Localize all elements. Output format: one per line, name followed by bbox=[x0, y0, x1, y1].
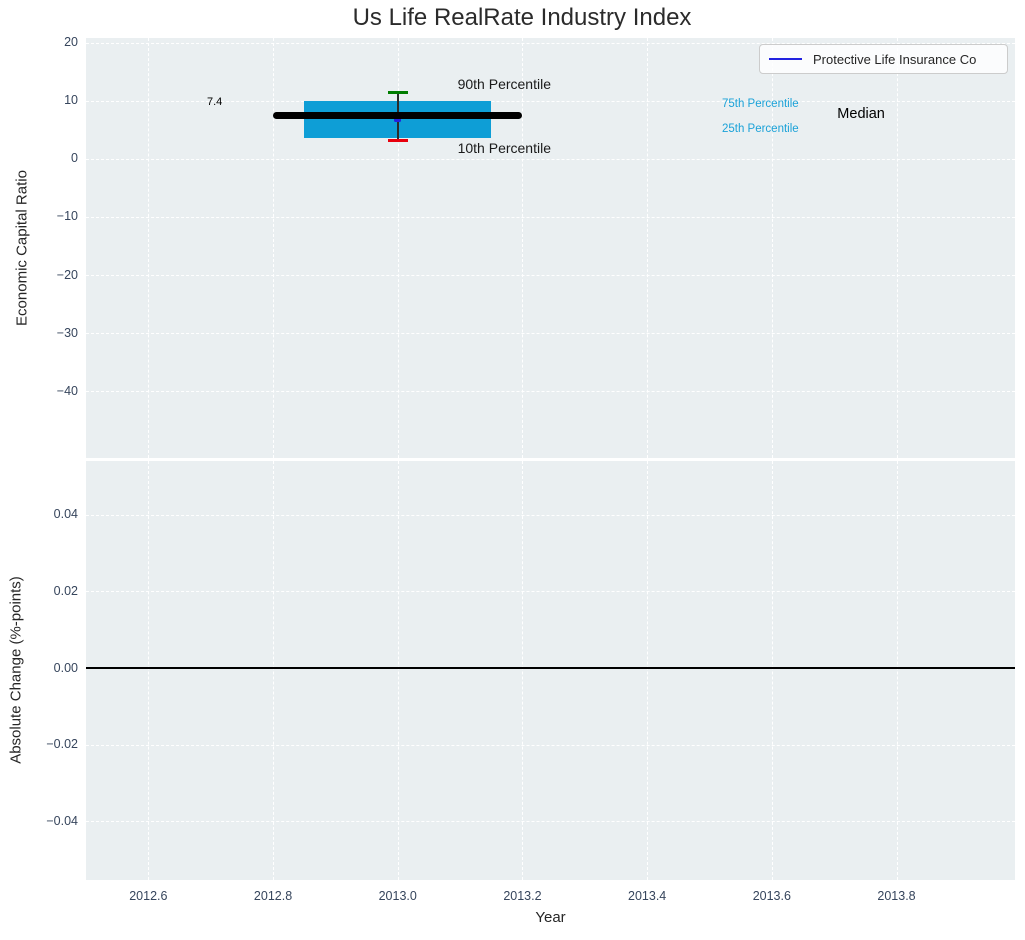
y-tick-label: −40 bbox=[56, 383, 78, 398]
y-tick-label: 20 bbox=[64, 35, 78, 50]
x-tick-label: 2013.0 bbox=[378, 889, 417, 903]
x-tick-label: 2013.4 bbox=[628, 889, 667, 903]
y-tick-label: 10 bbox=[64, 93, 78, 108]
gridline-vertical bbox=[896, 38, 898, 458]
gridline-vertical bbox=[771, 38, 773, 458]
gridline-vertical bbox=[647, 461, 649, 880]
y-tick-label: −0.04 bbox=[46, 813, 78, 828]
gridline-vertical bbox=[522, 38, 524, 458]
x-tick-label: 2012.8 bbox=[253, 889, 293, 903]
gridline-horizontal bbox=[86, 391, 1015, 393]
gridline-horizontal bbox=[86, 275, 1015, 276]
axes-economic-capital-ratio: 7.4 90th Percentile 10th Percentile 75th Pe… bbox=[86, 38, 1015, 458]
gridline-horizontal bbox=[86, 514, 1015, 516]
gridline-vertical bbox=[896, 461, 898, 880]
gridline-vertical bbox=[647, 38, 649, 458]
gridline-horizontal bbox=[86, 744, 1015, 746]
y-axis-label-top: Economic Capital Ratio bbox=[13, 170, 31, 326]
median-line bbox=[273, 112, 523, 120]
p90-whisker-cap bbox=[387, 91, 408, 95]
gridline-horizontal bbox=[86, 100, 1015, 102]
gridline-horizontal bbox=[86, 591, 1015, 593]
company-marker bbox=[394, 116, 402, 122]
y-tick-label: 0.02 bbox=[53, 583, 78, 598]
x-axis-label: Year bbox=[535, 909, 566, 926]
x-tick-label: 2013.6 bbox=[752, 889, 791, 903]
y-tick-label: −20 bbox=[56, 267, 78, 282]
x-tick-label: 2012.6 bbox=[129, 889, 168, 903]
legend-label: Protective Life Insurance Co bbox=[813, 51, 977, 67]
gridline-vertical bbox=[148, 461, 150, 880]
x-tick-label: 2013.2 bbox=[503, 889, 542, 903]
annotation-median-value-label: 7.4 bbox=[206, 96, 223, 109]
y-tick-label: −10 bbox=[56, 209, 78, 224]
chart-title: Us Life RealRate Industry Index bbox=[352, 4, 692, 31]
annotation-p90-label: 90th Percentile bbox=[457, 76, 551, 93]
annotation-p25-label: 25th Percentile bbox=[721, 123, 799, 136]
legend: Protective Life Insurance Co bbox=[759, 44, 1008, 74]
y-tick-label: −30 bbox=[56, 325, 78, 340]
gridline-horizontal bbox=[86, 42, 1015, 44]
annotation-p10-label: 10th Percentile bbox=[457, 140, 551, 157]
gridline-vertical bbox=[522, 461, 524, 880]
p10-whisker-cap bbox=[387, 139, 408, 143]
gridline-horizontal bbox=[86, 821, 1015, 823]
gridline-vertical bbox=[273, 38, 275, 458]
y-tick-label: 0 bbox=[71, 151, 78, 166]
y-tick-label: 0.04 bbox=[53, 507, 78, 522]
annotation-p75-label: 75th Percentile bbox=[721, 97, 799, 110]
x-tick-label: 2013.8 bbox=[877, 889, 916, 903]
y-tick-label: −0.02 bbox=[46, 737, 78, 752]
y-tick-label: 0.00 bbox=[53, 660, 78, 675]
gridline-vertical bbox=[397, 38, 399, 458]
zero-line bbox=[86, 667, 1015, 669]
gridline-horizontal bbox=[86, 158, 1015, 160]
legend-line-swatch bbox=[769, 58, 802, 60]
gridline-vertical bbox=[273, 461, 275, 880]
gridline-vertical bbox=[397, 461, 399, 880]
gridline-vertical bbox=[771, 461, 773, 880]
gridline-horizontal bbox=[86, 333, 1015, 335]
gridline-vertical bbox=[148, 38, 150, 458]
axes-absolute-change bbox=[86, 461, 1015, 880]
gridline-horizontal bbox=[86, 216, 1015, 218]
annotation-median-label: Median bbox=[837, 106, 885, 123]
